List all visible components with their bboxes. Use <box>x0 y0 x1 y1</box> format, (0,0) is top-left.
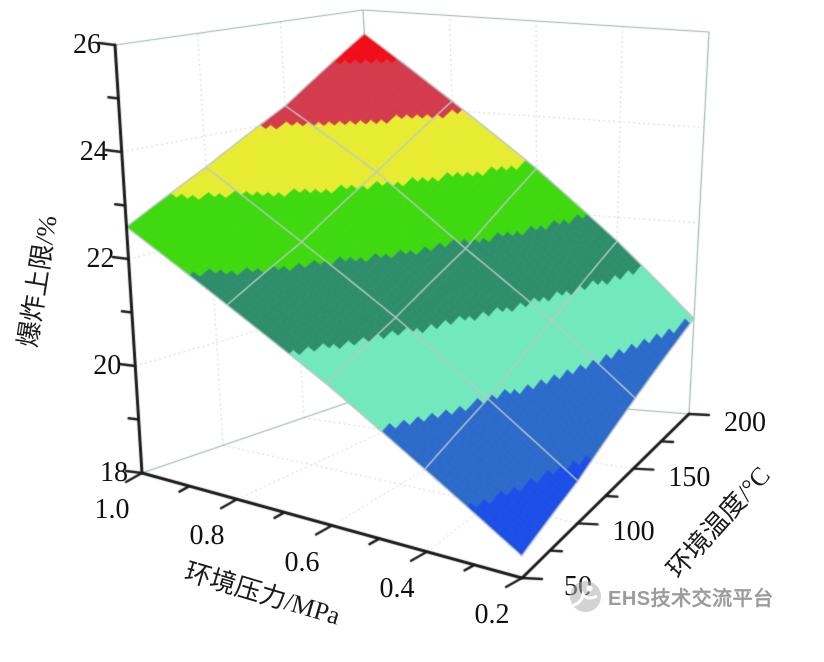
z-tick-label: 22 <box>86 243 115 274</box>
z-tick-label: 18 <box>100 457 128 488</box>
z-tick-label: 26 <box>73 29 101 60</box>
pressure-tick-label: 1.0 <box>94 494 130 525</box>
pressure-tick-label: 0.4 <box>379 572 415 604</box>
z-tick-label: 20 <box>93 350 122 381</box>
pressure-tick-label: 0.6 <box>284 546 320 578</box>
pressure-tick-label: 0.8 <box>189 520 225 552</box>
temperature-tick-label: 100 <box>612 516 655 548</box>
pressure-tick-label: 0.2 <box>474 599 510 630</box>
temperature-tick-label: 150 <box>668 461 711 493</box>
person-logo-icon <box>570 581 601 612</box>
temperature-tick-label: 200 <box>724 407 766 438</box>
z-tick-label: 24 <box>79 136 108 167</box>
watermark-text: EHS技术交流平台 <box>608 588 774 610</box>
watermark: EHS技术交流平台 <box>569 580 774 613</box>
